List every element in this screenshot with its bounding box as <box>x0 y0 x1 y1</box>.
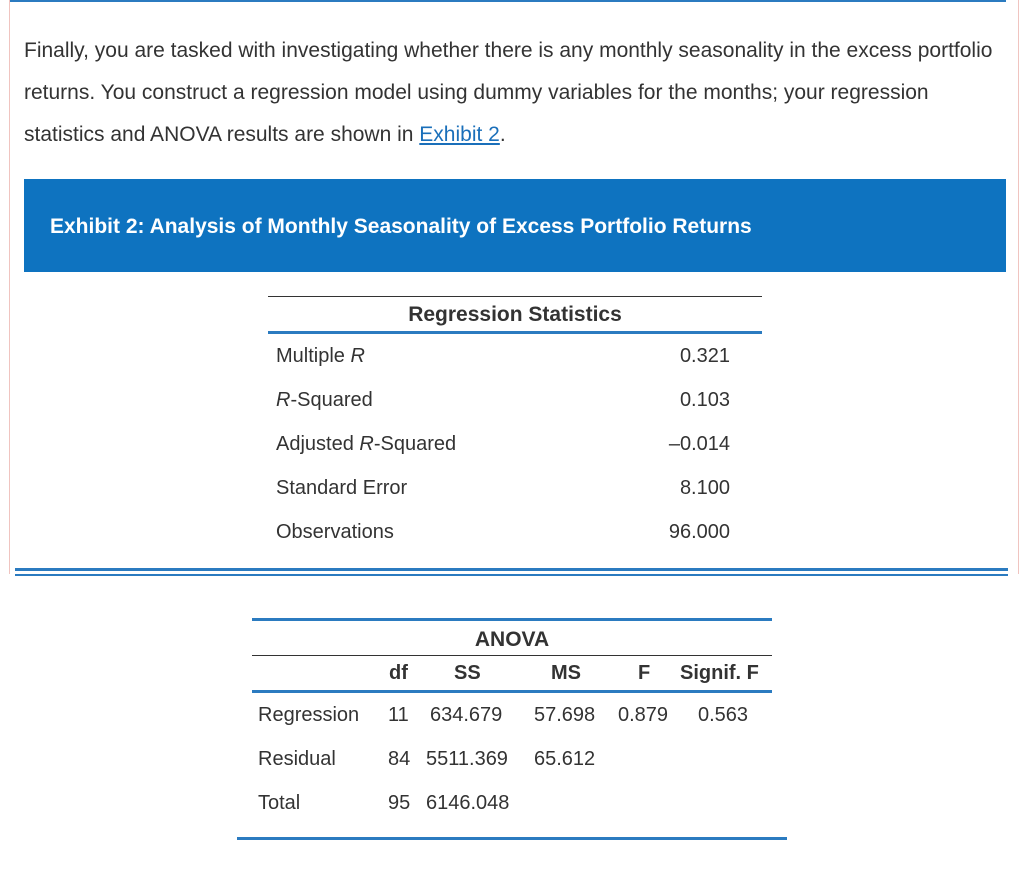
regression-statistics-title: Regression Statistics <box>408 303 622 326</box>
table-row: Adjusted R-Squared –0.014 <box>268 422 762 466</box>
cell-ss: 6146.048 <box>426 792 510 814</box>
header-f: F <box>638 662 651 684</box>
row-label: Residual <box>258 748 336 770</box>
exhibit-2-link[interactable]: Exhibit 2 <box>419 123 500 146</box>
anova-table: ANOVA df SS MS F Signif. F Regression 11… <box>252 618 772 825</box>
row-label: Standard Error <box>276 466 407 510</box>
label-text: Standard Error <box>276 477 408 499</box>
top-divider <box>10 0 1006 2</box>
row-value: –0.014 <box>668 433 730 455</box>
row-label: Adjusted R-Squared <box>276 422 456 466</box>
anova-top-rule <box>252 618 772 621</box>
header-signif-f: Signif. F <box>680 662 759 684</box>
anova-bottom-rule <box>237 837 787 840</box>
header-df: df <box>389 662 408 684</box>
cell-df: 11 <box>388 704 409 726</box>
table-header-rule <box>268 331 762 334</box>
section-divider-top <box>15 568 1008 571</box>
intro-text-end: . <box>499 123 506 146</box>
table-row: Multiple R 0.321 <box>268 334 762 378</box>
row-label: R-Squared <box>276 378 373 422</box>
row-value: 8.100 <box>679 477 730 499</box>
intro-text: Finally, you are tasked with investigati… <box>24 39 993 146</box>
label-text: Multiple <box>276 345 351 367</box>
row-value: 0.321 <box>679 345 730 367</box>
row-value: 0.103 <box>679 389 730 411</box>
label-text: Adjusted <box>276 433 360 455</box>
anova-title-rule <box>252 655 772 656</box>
row-label: Observations <box>276 510 394 554</box>
cell-ss: 5511.369 <box>426 748 508 770</box>
regression-rows: Multiple R 0.321 R-Squared 0.103 Adjuste… <box>268 334 762 554</box>
anova-header-row: df SS MS F Signif. F <box>252 656 772 690</box>
frame-right-border <box>1018 0 1019 574</box>
anova-header-rule <box>252 690 772 693</box>
section-divider-bottom <box>15 574 1008 576</box>
table-row: Observations 96.000 <box>268 510 762 554</box>
label-text: Observations <box>276 521 394 543</box>
cell-signif-f: 0.563 <box>698 704 749 726</box>
cell-f: 0.879 <box>618 704 669 726</box>
cell-ss: 634.679 <box>430 704 503 726</box>
table-row: Residual 84 5511.369 65.612 <box>252 737 772 781</box>
table-row: Total 95 6146.048 <box>252 781 772 825</box>
table-row: R-Squared 0.103 <box>268 378 762 422</box>
cell-ms: 65.612 <box>534 748 596 770</box>
label-text: -Squared <box>290 389 373 411</box>
exhibit-title: Exhibit 2: Analysis of Monthly Seasonali… <box>50 215 752 238</box>
cell-df: 84 <box>388 748 411 770</box>
regression-statistics-table: Regression Statistics Multiple R 0.321 R… <box>268 296 762 554</box>
label-italic: R <box>276 389 291 411</box>
frame-left-border <box>9 0 10 574</box>
cell-ms: 57.698 <box>534 704 596 726</box>
intro-paragraph: Finally, you are tasked with investigati… <box>24 30 1004 156</box>
label-text: -Squared <box>373 433 457 455</box>
header-ms: MS <box>551 662 581 684</box>
label-italic: R <box>359 433 374 455</box>
row-value: 96.000 <box>668 521 730 543</box>
row-label: Multiple R <box>276 334 365 378</box>
table-row: Standard Error 8.100 <box>268 466 762 510</box>
cell-df: 95 <box>388 792 411 814</box>
row-label: Total <box>258 792 301 814</box>
anova-title: ANOVA <box>474 628 550 651</box>
header-ss: SS <box>454 662 481 684</box>
row-label: Regression <box>258 704 360 726</box>
label-italic: R <box>350 345 365 367</box>
table-top-rule <box>268 296 762 297</box>
table-row: Regression 11 634.679 57.698 0.879 0.563 <box>252 693 772 737</box>
exhibit-banner: Exhibit 2: Analysis of Monthly Seasonali… <box>24 179 1006 272</box>
